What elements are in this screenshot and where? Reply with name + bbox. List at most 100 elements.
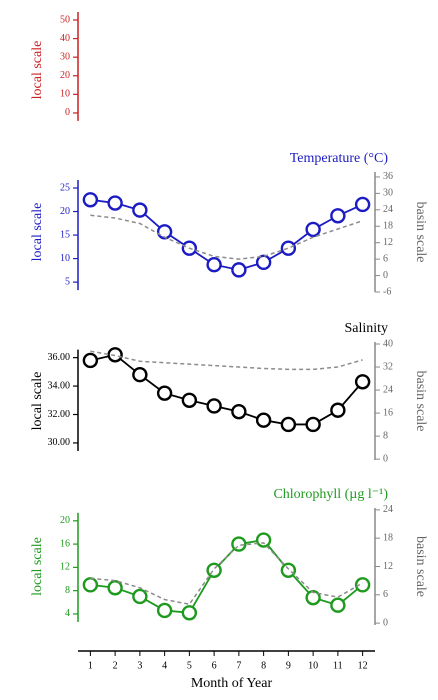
data-point [82,352,99,369]
data-point [354,577,371,593]
y-tick-label: 16 [60,538,70,549]
data-point [255,532,272,548]
x-tick-label: 6 [212,660,217,671]
data-point [132,588,148,605]
data-point [156,385,173,401]
x-tick-label: 4 [162,660,167,671]
y2-tick-label: 16 [383,407,393,418]
data-point [255,412,272,428]
y2-tick-label: 36 [383,171,393,182]
y2-tick-label: 30 [383,188,393,199]
data-point [206,562,222,578]
data-point [305,589,321,606]
y-tick-label: 25 [60,182,70,193]
y-tick-label: 36.00 [48,352,71,363]
x-tick-label: 2 [113,660,118,671]
data-point [107,580,123,596]
y-tick-label: 10 [60,253,70,264]
x-axis-label: Month of Year [191,676,273,691]
y-tick-label: 20 [60,206,70,217]
data-point [181,392,198,408]
y-tick-label: 20 [60,515,70,526]
series-line [90,353,364,426]
y-tick-label: 12 [60,562,70,573]
data-point [231,262,247,278]
y-axis-label: local scale [30,537,45,596]
y2-tick-label: 32 [383,361,393,372]
y-tick-label: 34.00 [48,380,71,391]
y2-axis-label: basin scale [413,201,428,262]
y-axis-label: local scale [30,203,45,262]
data-point [156,224,173,240]
y2-tick-label: 6 [383,589,388,600]
data-point [132,202,148,218]
y2-axis-label: basin scale [413,536,428,597]
data-point [206,398,222,414]
data-point [354,196,371,213]
data-point [82,192,99,208]
x-tick-label: 10 [308,660,318,671]
y-tick-label: 4 [65,608,70,619]
data-point [330,597,346,613]
panel-title: Salinity [344,321,388,336]
y2-tick-label: 0 [383,453,388,464]
y2-axis-label: basin scale [413,370,428,431]
y-tick-label: 30 [60,51,70,62]
y2-tick-label: 18 [383,221,393,232]
x-tick-label: 1 [88,660,93,671]
data-point [255,254,272,271]
basin-line [90,214,363,260]
y2-tick-label: 0 [383,617,388,628]
y2-tick-label: 24 [383,504,393,515]
data-point [280,240,297,256]
x-tick-label: 12 [358,660,368,671]
basin-line [90,542,363,606]
panel-title: Chlorophyll (µg l⁻¹) [273,487,388,502]
y-tick-label: 20 [60,70,70,81]
y-tick-label: 10 [60,89,70,100]
y2-tick-label: 6 [383,253,388,264]
y2-tick-label: 40 [383,338,393,349]
data-point [305,416,321,433]
y-axis-label: local scale [30,41,45,100]
data-point [280,416,297,433]
x-tick-label: 5 [187,660,192,671]
data-point [82,577,99,593]
x-tick-label: 3 [137,660,142,671]
y2-tick-label: 24 [383,204,393,215]
series-line [90,198,363,271]
data-point [354,374,371,390]
y2-tick-label: 12 [383,561,393,572]
data-point [181,605,198,621]
y2-tick-label: 0 [383,270,388,281]
data-point [231,403,247,420]
x-tick-label: 7 [236,660,241,671]
y-tick-label: 0 [65,107,70,118]
y2-tick-label: 18 [383,532,393,543]
x-tick-label: 8 [261,660,266,671]
series-line [90,539,364,614]
y-tick-label: 30.00 [48,437,71,448]
x-tick-label: 9 [286,660,291,671]
data-point [330,208,346,224]
data-point [280,562,297,578]
y2-tick-label: -6 [383,286,391,297]
y-tick-label: 50 [60,14,70,25]
data-point [107,195,123,211]
data-point [132,366,148,383]
y-tick-label: 5 [65,276,70,287]
data-point [330,402,346,418]
panel-title: Temperature (°C) [290,151,389,166]
y-tick-label: 32.00 [48,409,71,420]
y2-tick-label: 24 [383,384,393,395]
x-tick-label: 11 [333,660,343,671]
y2-tick-label: 8 [383,430,388,441]
y-tick-label: 8 [65,585,70,596]
data-point [305,221,321,238]
data-point [156,602,173,619]
y2-tick-label: 12 [383,237,393,248]
y-tick-label: 40 [60,33,70,44]
data-point [206,257,222,273]
y-tick-label: 15 [60,229,70,240]
